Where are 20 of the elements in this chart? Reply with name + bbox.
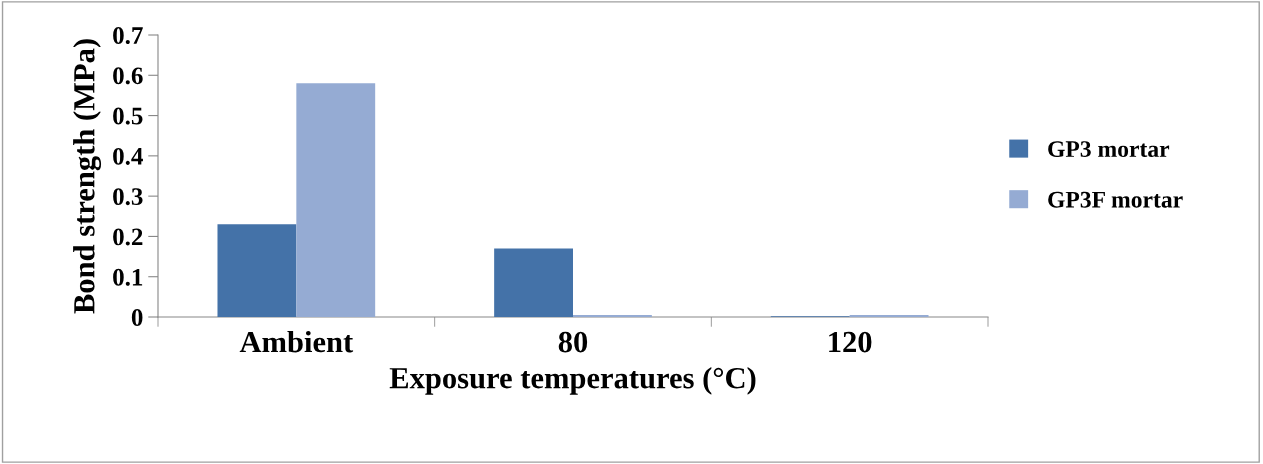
y-tick-label: 0.6 (113, 67, 143, 85)
x-tick-label: 80 (558, 331, 588, 353)
legend-label: GP3 mortar (1048, 141, 1170, 158)
y-tick-label: 0.1 (113, 268, 143, 286)
x-axis-title: Exposure temperatures (°C) (389, 366, 756, 395)
bar (849, 314, 929, 317)
y-tick-label: 0.5 (113, 107, 143, 125)
bar (296, 83, 376, 317)
bar (217, 224, 297, 317)
bar (573, 314, 652, 317)
y-tick-label: 0.3 (113, 188, 143, 206)
y-axis-title: Bond strength (MPa) (73, 39, 102, 314)
y-tick-label: 0.7 (113, 27, 143, 45)
legend-label: GP3F mortar (1048, 191, 1183, 208)
y-tick-label: 0.2 (113, 228, 143, 246)
x-tick-label: Ambient (239, 330, 354, 353)
x-tick-label: 120 (829, 331, 872, 353)
y-tick-label: 0.4 (113, 147, 143, 165)
bar (494, 248, 573, 317)
y-tick-label: 0 (131, 309, 143, 326)
